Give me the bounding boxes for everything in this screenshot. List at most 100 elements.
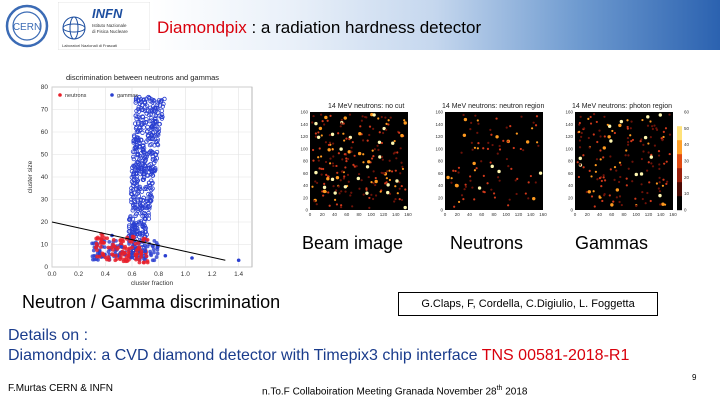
hit-cluster bbox=[668, 133, 672, 136]
hit-cluster bbox=[660, 137, 663, 140]
gamma-point bbox=[134, 108, 139, 114]
hit-cluster bbox=[345, 137, 348, 140]
neutron-point bbox=[139, 254, 144, 259]
gamma-point bbox=[139, 206, 144, 211]
gamma-point bbox=[157, 113, 162, 118]
neutron-point bbox=[124, 257, 128, 262]
gamma-point bbox=[150, 109, 155, 114]
page-number: 9 bbox=[692, 373, 697, 382]
gamma-point bbox=[131, 154, 136, 160]
gamma-point bbox=[134, 211, 139, 217]
hit-cluster bbox=[350, 150, 353, 153]
hit-cluster bbox=[391, 141, 395, 145]
hit-cluster bbox=[471, 148, 474, 151]
gamma-point bbox=[134, 135, 139, 140]
hit-cluster bbox=[486, 147, 490, 150]
hit-cluster bbox=[598, 177, 602, 180]
gamma-point bbox=[146, 112, 152, 118]
hit-cluster bbox=[321, 190, 324, 193]
gamma-point bbox=[127, 228, 133, 234]
hit-cluster bbox=[641, 197, 644, 201]
hit-cluster bbox=[314, 132, 317, 135]
neutron-point bbox=[139, 249, 144, 254]
gamma-point bbox=[135, 178, 140, 183]
hit-cluster bbox=[627, 154, 630, 157]
gamma-point bbox=[147, 183, 152, 188]
gamma-point-sparse bbox=[143, 249, 148, 254]
beam-image-label: Beam image bbox=[302, 233, 404, 253]
heatmap-area bbox=[445, 112, 543, 210]
hit-cluster bbox=[353, 154, 356, 157]
hit-cluster bbox=[631, 160, 634, 163]
hit-cluster bbox=[613, 178, 616, 181]
hit-cluster bbox=[380, 171, 383, 174]
heatmap-y-tick: 80 bbox=[303, 159, 309, 164]
neutron-point bbox=[105, 236, 110, 241]
hit-cluster bbox=[641, 190, 644, 194]
gamma-point bbox=[135, 151, 140, 156]
neutron-point bbox=[137, 257, 141, 262]
hit-cluster bbox=[582, 154, 585, 157]
hit-cluster bbox=[398, 198, 401, 201]
hit-cluster bbox=[587, 117, 590, 120]
gamma-point bbox=[146, 210, 151, 216]
hit-cluster bbox=[452, 169, 455, 172]
hit-cluster bbox=[650, 125, 654, 128]
hit-cluster bbox=[639, 172, 644, 176]
legend-label: gammas bbox=[117, 93, 138, 99]
gamma-point bbox=[136, 160, 141, 166]
neutrons-label: Neutrons bbox=[450, 233, 524, 253]
hit-cluster bbox=[372, 113, 376, 117]
gamma-point bbox=[135, 168, 140, 174]
hit-cluster bbox=[386, 190, 390, 195]
hit-cluster bbox=[476, 147, 479, 150]
gamma-point bbox=[150, 173, 156, 178]
hit-cluster bbox=[491, 143, 494, 147]
hit-cluster bbox=[646, 169, 649, 172]
gamma-point bbox=[136, 138, 142, 143]
hit-cluster bbox=[665, 182, 668, 185]
hit-cluster bbox=[341, 158, 344, 161]
heatmap-x-tick: 60 bbox=[479, 212, 485, 217]
neutron-point bbox=[122, 250, 127, 255]
hit-cluster bbox=[587, 190, 591, 194]
hit-cluster bbox=[341, 170, 344, 173]
colorbar-segment bbox=[677, 182, 682, 197]
hit-cluster bbox=[328, 141, 332, 144]
y-axis-label: cluster size bbox=[27, 160, 34, 193]
hit-cluster bbox=[349, 194, 352, 197]
hit-cluster bbox=[370, 181, 373, 184]
hit-cluster bbox=[607, 124, 612, 128]
hit-cluster bbox=[505, 126, 508, 129]
hit-cluster bbox=[321, 120, 324, 123]
hit-cluster bbox=[473, 169, 477, 172]
hit-cluster bbox=[358, 132, 362, 136]
heatmap-y-tick: 140 bbox=[565, 122, 573, 127]
gamma-point-dense bbox=[155, 245, 160, 250]
legend-marker bbox=[110, 93, 114, 97]
hit-cluster bbox=[343, 185, 348, 189]
hit-cluster bbox=[507, 204, 510, 207]
hit-cluster bbox=[366, 139, 369, 142]
neutron-point bbox=[97, 254, 102, 259]
hit-cluster bbox=[372, 170, 375, 173]
hit-cluster bbox=[404, 188, 407, 191]
hit-cluster bbox=[647, 142, 650, 145]
hit-cluster bbox=[328, 162, 332, 165]
hit-cluster bbox=[664, 127, 668, 130]
hit-cluster bbox=[588, 146, 591, 149]
hit-cluster bbox=[374, 194, 378, 197]
legend-marker bbox=[58, 93, 62, 97]
hit-cluster bbox=[643, 135, 648, 140]
hit-cluster bbox=[646, 115, 650, 119]
gamma-point bbox=[135, 191, 140, 196]
neutron-point bbox=[103, 255, 108, 260]
hit-cluster bbox=[454, 169, 457, 173]
hit-cluster bbox=[336, 171, 339, 174]
gamma-point-dense bbox=[90, 241, 95, 246]
hit-cluster bbox=[602, 174, 605, 177]
hit-cluster bbox=[497, 176, 500, 179]
hit-cluster bbox=[313, 200, 316, 203]
hit-cluster bbox=[593, 205, 596, 208]
hit-cluster bbox=[626, 125, 629, 129]
